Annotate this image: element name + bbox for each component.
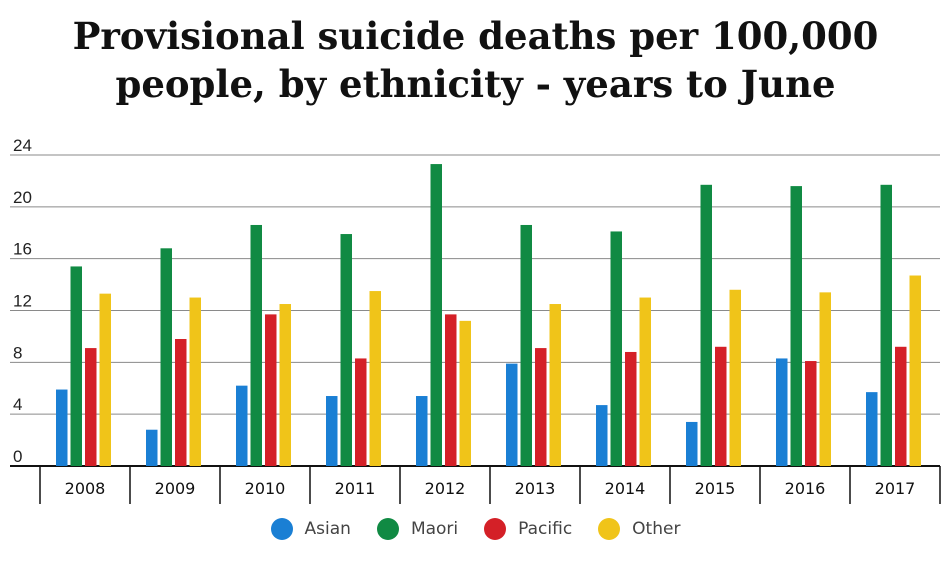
legend-label-maori: Maori [410,519,459,539]
legend-item-other: Other [598,518,680,540]
bar-asian-2015 [686,421,698,466]
bar-maori-2012 [430,164,442,466]
legend-swatch-maori [376,518,399,540]
bar-other-2012 [459,320,471,466]
bar-pacific-2013 [535,348,547,466]
bar-maori-2009 [160,248,172,466]
bar-asian-2010 [236,385,248,466]
bar-maori-2015 [700,184,712,466]
legend: Asian Maori Pacific Other [0,518,951,540]
bar-asian-2013 [506,363,518,466]
bar-other-2017 [909,275,921,466]
x-tick-label-2009: 2009 [155,479,196,498]
bar-asian-2016 [776,358,788,466]
x-tick-label-2015: 2015 [695,479,736,498]
legend-label-pacific: Pacific [518,519,573,539]
y-tick-label-12: 12 [13,292,32,311]
bar-other-2010 [279,304,291,466]
bar-maori-2016 [790,186,802,466]
bar-pacific-2016 [805,361,817,466]
y-tick-label-16: 16 [13,240,32,259]
bar-pacific-2012 [445,314,457,466]
x-tick-label-2014: 2014 [605,479,646,498]
y-tick-label-8: 8 [13,343,22,362]
bar-pacific-2008 [85,348,97,466]
bar-other-2008 [99,293,111,466]
legend-item-asian: Asian [270,518,351,540]
bar-pacific-2017 [895,346,907,466]
x-tick-label-2016: 2016 [785,479,826,498]
x-tick-label-2008: 2008 [65,479,106,498]
bar-pacific-2015 [715,346,727,466]
bar-pacific-2014 [625,351,637,466]
bar-maori-2011 [340,234,352,466]
chart-title: Provisional suicide deaths per 100,000 p… [0,12,951,108]
x-tick-label-2010: 2010 [245,479,286,498]
bar-other-2015 [729,289,741,466]
bar-other-2009 [189,297,201,466]
legend-label-asian: Asian [304,519,351,539]
bar-maori-2013 [520,224,532,466]
chart-title-line-1: Provisional suicide deaths per 100,000 [72,14,879,58]
bar-asian-2017 [866,392,878,466]
bar-maori-2010 [250,224,262,466]
bar-asian-2012 [416,396,428,466]
bar-maori-2014 [610,231,622,466]
x-tick-label-2013: 2013 [515,479,556,498]
bar-maori-2008 [70,266,82,466]
y-tick-label-0: 0 [13,447,22,466]
bar-asian-2011 [326,396,338,466]
legend-swatch-asian [270,518,293,540]
bar-other-2014 [639,297,651,466]
bar-pacific-2009 [175,339,187,466]
bar-pacific-2011 [355,358,367,466]
x-tick-label-2017: 2017 [875,479,916,498]
bar-pacific-2010 [265,314,277,466]
legend-swatch-pacific [484,518,507,540]
legend-label-other: Other [632,519,681,539]
x-tick-label-2011: 2011 [335,479,376,498]
bar-other-2011 [369,291,381,466]
bar-other-2013 [549,304,561,466]
y-tick-label-24: 24 [13,136,32,155]
legend-swatch-other [598,518,621,540]
y-tick-label-20: 20 [13,188,32,207]
x-tick-label-2012: 2012 [425,479,466,498]
legend-item-pacific: Pacific [484,518,572,540]
bar-other-2016 [819,292,831,466]
bar-asian-2008 [56,389,68,466]
y-tick-label-4: 4 [13,395,22,414]
bar-asian-2009 [146,429,158,466]
bar-maori-2017 [880,184,892,466]
legend-item-maori: Maori [376,518,459,540]
chart-title-line-2: people, by ethnicity - years to June [115,62,836,106]
bar-asian-2014 [596,405,608,466]
